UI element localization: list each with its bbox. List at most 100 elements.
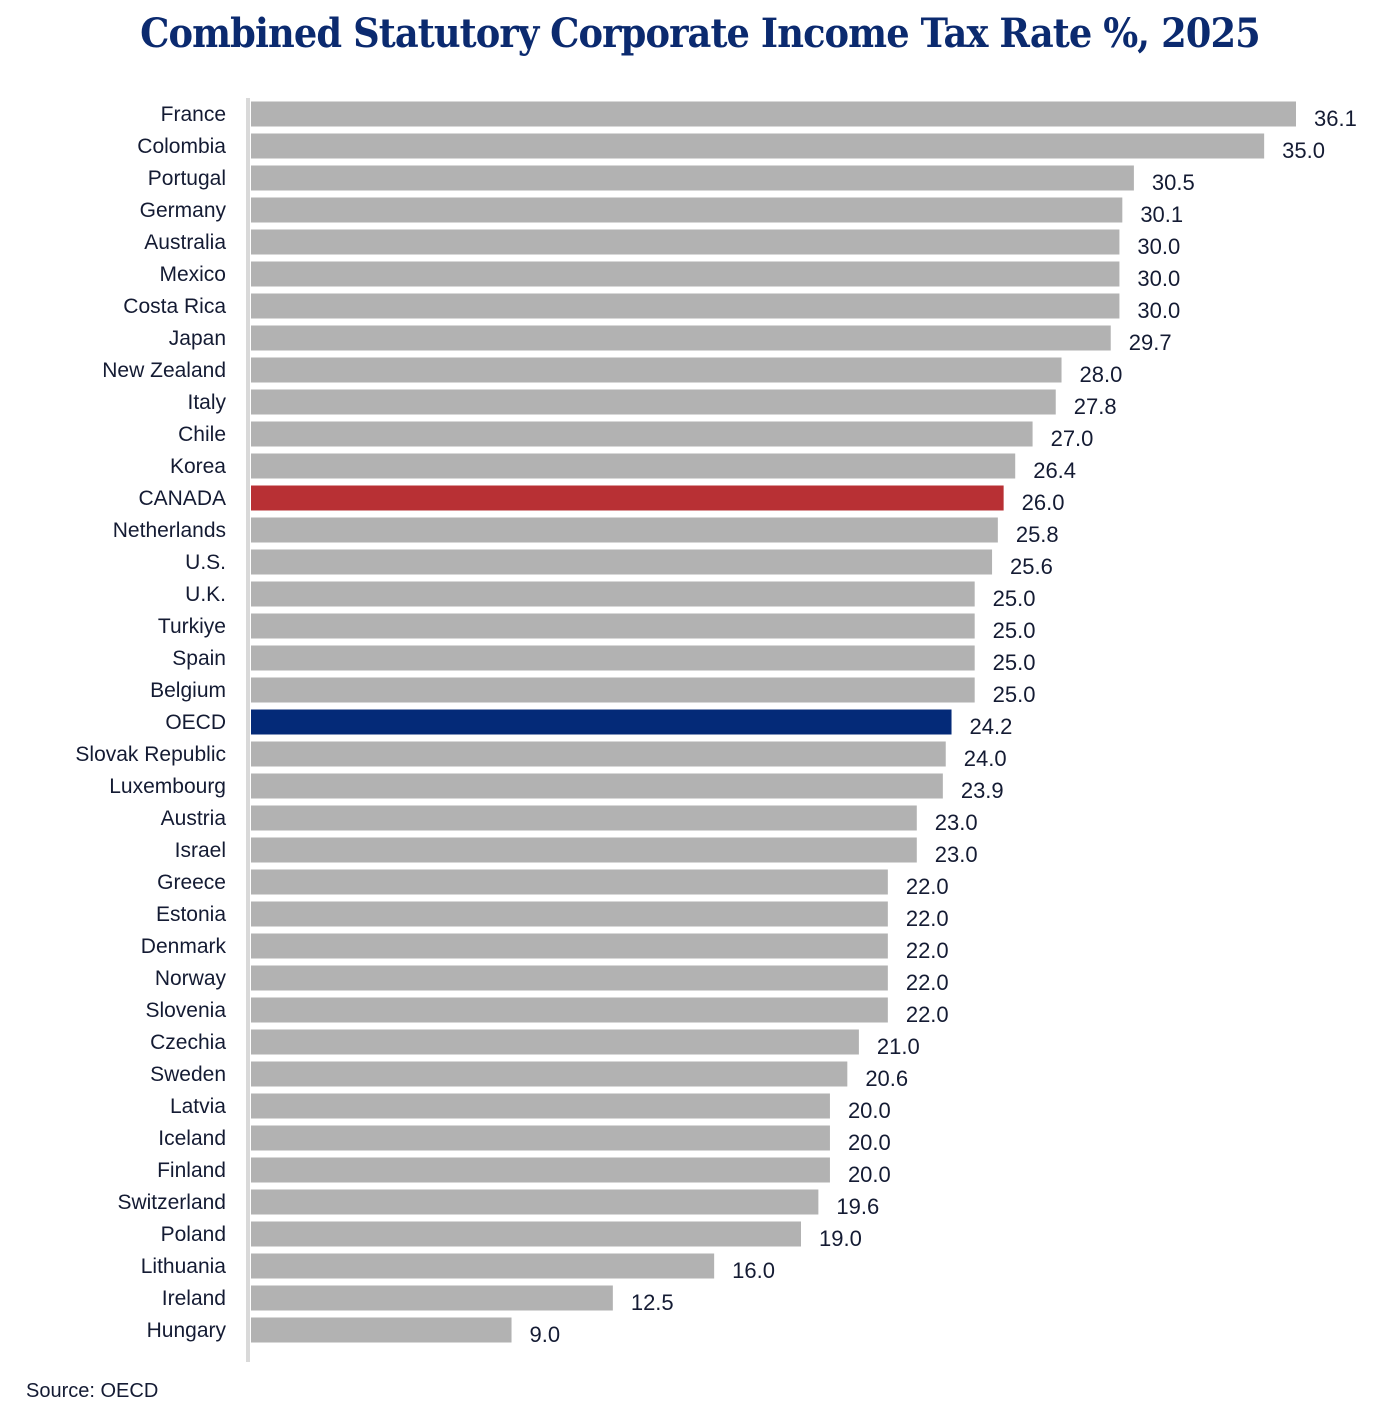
bar-japan <box>251 325 1111 351</box>
value-label-canada: 26.0 <box>1022 490 1065 515</box>
value-label-u-s: 25.6 <box>1010 554 1053 579</box>
category-label-turkiye: Turkiye <box>158 615 226 638</box>
bar-germany <box>251 197 1123 223</box>
category-label-u-k: U.K. <box>185 583 226 606</box>
value-label-costa-rica: 30.0 <box>1137 298 1180 323</box>
value-label-italy: 27.8 <box>1074 394 1117 419</box>
bar-estonia <box>251 901 888 927</box>
bar-colombia <box>251 133 1265 159</box>
category-label-germany: Germany <box>140 199 227 222</box>
category-labels: France Colombia Portugal Germany Australia Me… <box>75 103 226 1342</box>
category-label-chile: Chile <box>178 423 226 446</box>
category-label-finland: Finland <box>157 1159 226 1182</box>
value-label-latvia: 20.0 <box>848 1098 891 1123</box>
value-label-czechia: 21.0 <box>877 1034 920 1059</box>
value-label-greece: 22.0 <box>906 874 949 899</box>
value-labels: 36.1 35.0 30.5 30.1 30.0 30.0 30.0 29.728.0 27.8… <box>530 106 1357 1347</box>
value-label-portugal: 30.5 <box>1152 170 1195 195</box>
value-label-colombia: 35.0 <box>1282 138 1325 163</box>
bar-new-zealand <box>251 357 1062 383</box>
bar-spain <box>251 645 975 671</box>
value-label-iceland: 20.0 <box>848 1130 891 1155</box>
bar-luxembourg <box>251 773 943 799</box>
category-label-slovenia: Slovenia <box>145 999 226 1022</box>
value-label-turkiye: 25.0 <box>993 618 1036 643</box>
category-label-poland: Poland <box>161 1223 226 1246</box>
bar-slovak-republic <box>251 741 946 767</box>
category-label-denmark: Denmark <box>141 935 227 958</box>
bar-france <box>251 101 1296 127</box>
chart-title: Combined Statutory Corporate Income Tax … <box>140 10 1261 57</box>
value-label-netherlands: 25.8 <box>1016 522 1059 547</box>
category-label-belgium: Belgium <box>150 679 226 702</box>
category-label-u-s: U.S. <box>185 551 226 574</box>
category-label-japan: Japan <box>169 327 226 350</box>
category-label-mexico: Mexico <box>159 263 226 286</box>
bar-czechia <box>251 1029 859 1055</box>
category-label-italy: Italy <box>187 391 226 414</box>
value-label-oecd: 24.2 <box>970 714 1013 739</box>
value-label-denmark: 22.0 <box>906 938 949 963</box>
bar-switzerland <box>251 1189 819 1215</box>
value-label-hungary: 9.0 <box>530 1322 561 1347</box>
category-label-netherlands: Netherlands <box>113 519 226 542</box>
value-label-ireland: 12.5 <box>631 1290 674 1315</box>
bar-sweden <box>251 1061 848 1087</box>
bar-costa-rica <box>251 293 1120 319</box>
bar-norway <box>251 965 888 991</box>
value-label-korea: 26.4 <box>1033 458 1076 483</box>
value-label-mexico: 30.0 <box>1137 266 1180 291</box>
bar-slovenia <box>251 997 888 1023</box>
bar-greece <box>251 869 888 895</box>
category-label-greece: Greece <box>157 871 226 894</box>
category-label-colombia: Colombia <box>137 135 226 158</box>
category-label-korea: Korea <box>170 455 226 478</box>
bar-denmark <box>251 933 888 959</box>
category-label-canada: CANADA <box>138 487 226 510</box>
value-label-germany: 30.1 <box>1140 202 1183 227</box>
category-label-czechia: Czechia <box>150 1031 226 1054</box>
value-label-australia: 30.0 <box>1137 234 1180 259</box>
value-label-luxembourg: 23.9 <box>961 778 1004 803</box>
value-label-austria: 23.0 <box>935 810 978 835</box>
category-label-luxembourg: Luxembourg <box>109 775 226 798</box>
bar-u-k <box>251 581 975 607</box>
bars <box>251 101 1296 1343</box>
category-label-latvia: Latvia <box>170 1095 226 1118</box>
category-label-estonia: Estonia <box>156 903 226 926</box>
value-label-chile: 27.0 <box>1051 426 1094 451</box>
value-label-poland: 19.0 <box>819 1226 862 1251</box>
category-label-australia: Australia <box>144 231 226 254</box>
bar-chile <box>251 421 1033 447</box>
value-label-spain: 25.0 <box>993 650 1036 675</box>
value-label-u-k: 25.0 <box>993 586 1036 611</box>
value-label-japan: 29.7 <box>1129 330 1172 355</box>
source-note: Source: OECD <box>26 1380 159 1402</box>
bar-canada <box>251 485 1004 511</box>
value-label-norway: 22.0 <box>906 970 949 995</box>
bar-u-s <box>251 549 993 575</box>
category-label-austria: Austria <box>161 807 227 830</box>
category-label-slovak-republic: Slovak Republic <box>75 743 226 766</box>
bar-israel <box>251 837 917 863</box>
value-label-finland: 20.0 <box>848 1162 891 1187</box>
value-label-new-zealand: 28.0 <box>1080 362 1123 387</box>
category-label-israel: Israel <box>175 839 226 862</box>
category-label-lithuania: Lithuania <box>141 1255 227 1278</box>
bar-oecd <box>251 709 952 735</box>
category-label-oecd: OECD <box>165 711 226 734</box>
bar-iceland <box>251 1125 830 1151</box>
category-label-norway: Norway <box>155 967 227 990</box>
bar-netherlands <box>251 517 998 543</box>
category-label-sweden: Sweden <box>150 1063 226 1086</box>
bar-australia <box>251 229 1120 255</box>
category-label-portugal: Portugal <box>148 167 226 190</box>
value-label-lithuania: 16.0 <box>732 1258 775 1283</box>
bar-poland <box>251 1221 801 1247</box>
value-label-belgium: 25.0 <box>993 682 1036 707</box>
bar-italy <box>251 389 1056 415</box>
bar-turkiye <box>251 613 975 639</box>
bar-austria <box>251 805 917 831</box>
bar-latvia <box>251 1093 830 1119</box>
